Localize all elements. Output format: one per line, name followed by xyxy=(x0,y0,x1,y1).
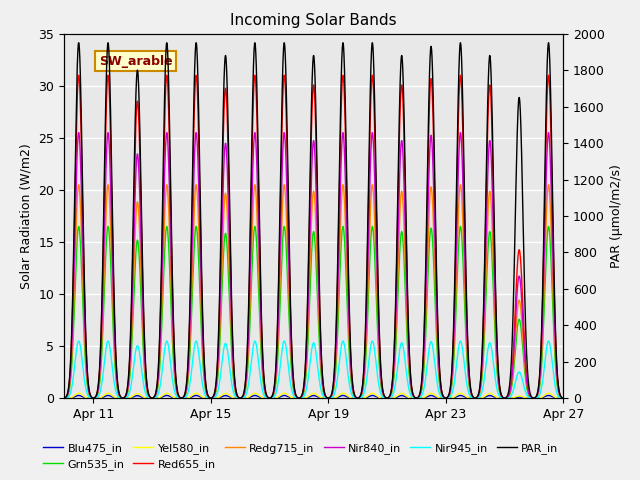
Title: Incoming Solar Bands: Incoming Solar Bands xyxy=(230,13,397,28)
Legend: Blu475_in, Grn535_in, Yel580_in, Red655_in, Redg715_in, Nir840_in, Nir945_in, PA: Blu475_in, Grn535_in, Yel580_in, Red655_… xyxy=(38,438,563,474)
Y-axis label: PAR (μmol/m2/s): PAR (μmol/m2/s) xyxy=(611,164,623,268)
Text: SW_arable: SW_arable xyxy=(99,55,173,68)
Y-axis label: Solar Radiation (W/m2): Solar Radiation (W/m2) xyxy=(20,143,33,289)
